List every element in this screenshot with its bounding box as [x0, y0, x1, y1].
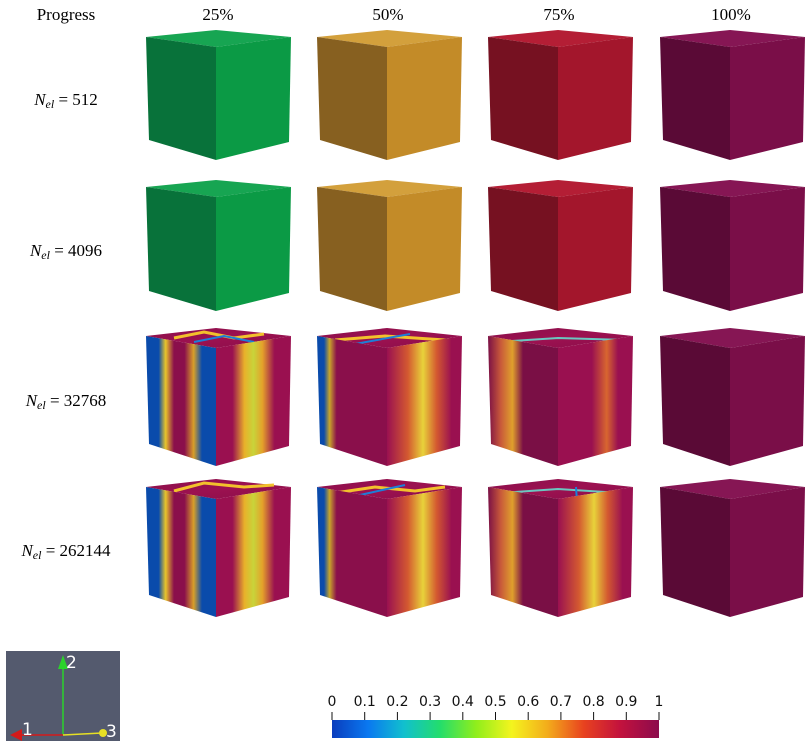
cube-512-100 [660, 30, 805, 160]
cube-32768-25 [146, 328, 291, 466]
colorbar-tick-label: 0.7 [550, 694, 572, 710]
colorbar-tick-label: 0.1 [354, 694, 376, 710]
cube-512-25 [146, 30, 291, 160]
column-header-100: 100% [711, 5, 751, 24]
cube-4096-25 [146, 180, 291, 311]
cube-262144-50 [317, 479, 462, 617]
cube-512-50 [317, 30, 462, 160]
colorbar-tick-label: 0.9 [615, 694, 637, 710]
colorbar-tick-label: 0.4 [452, 694, 474, 710]
axes-triad-icon: 2 1 3 [10, 653, 117, 742]
orientation-axes-widget: 2 1 3 [6, 651, 120, 742]
row-label-4096: Nel = 4096 [29, 241, 103, 262]
colorbar-tick-label: 0.5 [484, 694, 506, 710]
column-header-25: 25% [202, 5, 234, 24]
row-label-262144: Nel = 262144 [21, 541, 111, 562]
cube-32768-100 [660, 328, 805, 466]
cube-262144-25 [146, 479, 291, 617]
cube-4096-75 [488, 180, 633, 311]
colorbar-tick-label: 0.3 [419, 694, 441, 710]
cube-262144-75 [488, 479, 633, 617]
row-label-512: Nel = 512 [34, 90, 98, 111]
axis-label-2: 2 [66, 653, 77, 673]
axis-label-1: 1 [22, 720, 33, 740]
colorbar-tick-label: 0.6 [517, 694, 539, 710]
column-header-75: 75% [543, 5, 575, 24]
row-label-32768: Nel = 32768 [25, 391, 107, 412]
colorbar: 0 0.1 0.2 0.3 0.4 0.5 0.6 0.7 0.8 0.9 1 [328, 694, 664, 738]
cube-4096-50 [317, 180, 462, 311]
cube-262144-100 [660, 479, 805, 617]
cube-32768-50 [317, 328, 462, 466]
colorbar-tick-label: 0 [328, 694, 337, 710]
colorbar-tick-label: 1 [655, 694, 664, 710]
column-header-50: 50% [372, 5, 404, 24]
cube-32768-75 [488, 328, 633, 466]
cube-4096-100 [660, 180, 805, 311]
colorbar-tick-label: 0.8 [582, 694, 604, 710]
colorbar-gradient [332, 720, 659, 738]
progress-header: Progress [36, 5, 96, 24]
cube-512-75 [488, 30, 633, 160]
colorbar-tick-label: 0.2 [386, 694, 408, 710]
axis-label-3: 3 [106, 722, 117, 741]
